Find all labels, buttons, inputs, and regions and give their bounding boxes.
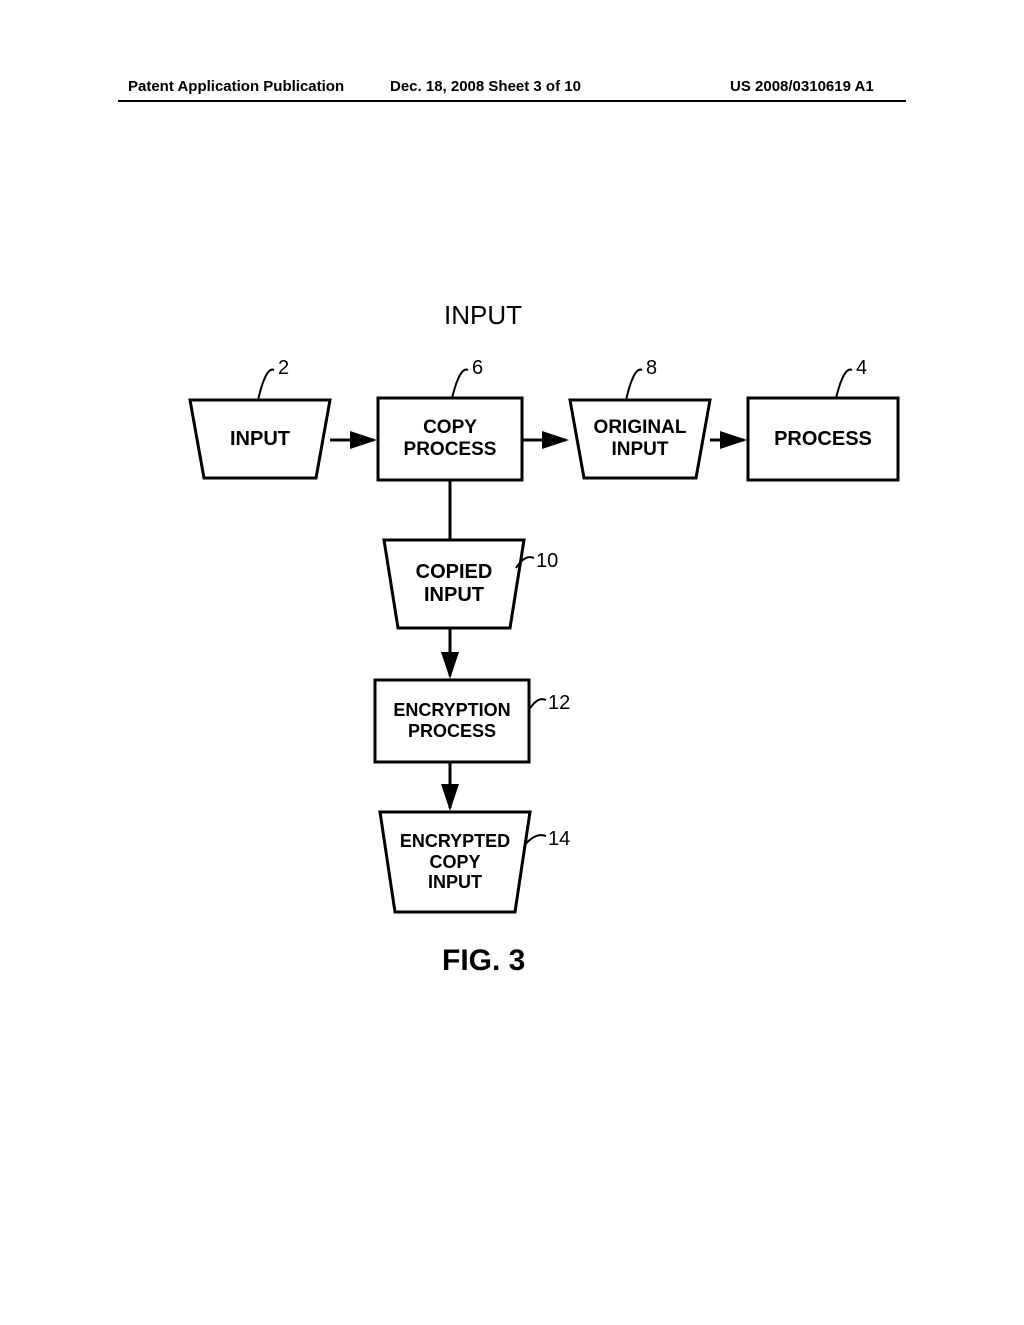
node-copied-label: COPIED INPUT bbox=[384, 540, 524, 628]
ref-14: 14 bbox=[548, 828, 570, 851]
node-encrypt-label: ENCRYPTION PROCESS bbox=[375, 680, 529, 762]
node-process-label: PROCESS bbox=[748, 398, 898, 480]
ref-2: 2 bbox=[278, 357, 289, 380]
ref-8: 8 bbox=[646, 357, 657, 380]
ref-4: 4 bbox=[856, 357, 867, 380]
diagram-svg bbox=[0, 0, 1024, 1320]
ref-12: 12 bbox=[548, 692, 570, 715]
node-encCopy-label: ENCRYPTED COPY INPUT bbox=[380, 812, 530, 912]
ref-6: 6 bbox=[472, 357, 483, 380]
ref-10: 10 bbox=[536, 550, 558, 573]
node-copy-label: COPY PROCESS bbox=[378, 398, 522, 480]
node-input-label: INPUT bbox=[190, 400, 330, 478]
node-orig-label: ORIGINAL INPUT bbox=[570, 400, 710, 478]
diagram-canvas: INPUT FIG. 3 INPUT 2 COPY PROCESS 6 ORIGINAL… bbox=[0, 0, 1024, 1320]
section-title: INPUT bbox=[444, 300, 522, 331]
figure-title: FIG. 3 bbox=[442, 944, 525, 978]
